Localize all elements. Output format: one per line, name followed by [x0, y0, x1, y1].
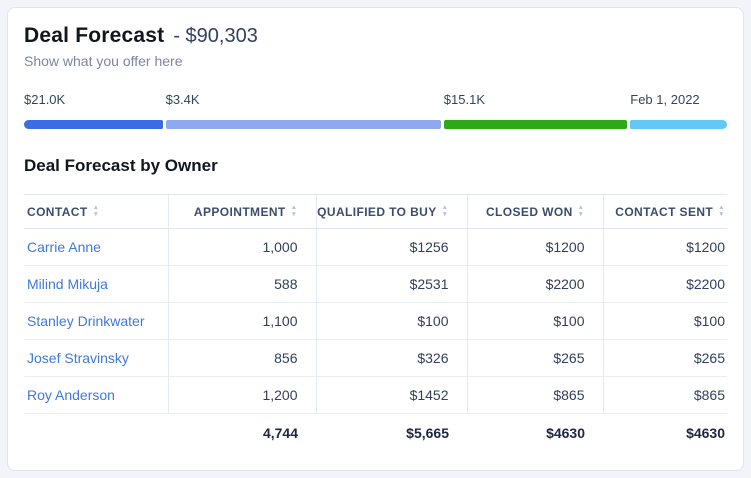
funnel-segment: $3.4K — [165, 92, 441, 129]
contact-link[interactable]: Stanley Drinkwater — [27, 313, 145, 329]
deal-forecast-card: Deal Forecast - $90,303 Show what you of… — [7, 7, 744, 471]
contact-cell: Stanley Drinkwater — [24, 302, 169, 340]
value-cell: $326 — [316, 339, 468, 377]
column-header-label: QUALIFIED TO BUY — [317, 204, 437, 219]
value-cell: $100 — [603, 302, 727, 340]
page-title-text: Deal Forecast — [24, 24, 165, 47]
value-cell: $265 — [603, 339, 727, 377]
value-cell: $100 — [467, 302, 604, 340]
totals-value-cell: 4,744 — [262, 424, 298, 441]
totals-empty-cell — [24, 414, 168, 452]
funnel-segment-label: $21.0K — [24, 92, 66, 107]
value-cell: $1200 — [603, 228, 727, 266]
contact-cell: Roy Anderson — [24, 376, 169, 414]
column-header-label: APPOINTMENT — [193, 204, 286, 219]
sort-asc-arrow: ▲ — [290, 204, 298, 212]
totals-value-cell: $4630 — [546, 424, 585, 441]
column-header-contact-sent[interactable]: CONTACT SENT ▲ ▼ — [603, 194, 727, 229]
column-header-closed-won[interactable]: CLOSED WON ▲ ▼ — [467, 194, 604, 229]
sort-icon[interactable]: ▲ ▼ — [441, 204, 449, 218]
forecast-total-amount: - $90,303 — [173, 25, 258, 47]
sort-asc-arrow: ▲ — [577, 204, 585, 212]
value-cell: $1256 — [316, 228, 468, 266]
sort-desc-arrow: ▼ — [577, 211, 585, 218]
value-cell: $265 — [467, 339, 604, 377]
deal-forecast-table: CONTACT ▲ ▼ APPOINTMENT ▲ ▼ QUALIFIED TO BUY ▲ ▼… — [24, 194, 727, 452]
funnel-segment-label: $15.1K — [443, 92, 485, 107]
value-cell: $2200 — [467, 265, 604, 303]
page-subtitle: Show what you offer here — [24, 53, 183, 69]
value-cell: 1,100 — [168, 302, 317, 340]
contact-cell: Milind Mikuja — [24, 265, 169, 303]
funnel-segment: $21.0K — [24, 92, 163, 129]
sort-asc-arrow: ▲ — [441, 204, 449, 212]
funnel-segment-bar — [630, 120, 727, 129]
sort-asc-arrow: ▲ — [92, 204, 100, 212]
column-header-qualified-to-buy[interactable]: QUALIFIED TO BUY ▲ ▼ — [316, 194, 468, 229]
sort-icon[interactable]: ▲ ▼ — [718, 204, 725, 218]
value-cell: $1452 — [316, 376, 468, 414]
table-row: Carrie Anne 1,000 $1256 $1200 $1200 — [24, 228, 727, 266]
totals-value-cell: $4630 — [686, 424, 725, 441]
sort-desc-arrow: ▼ — [290, 211, 298, 218]
contact-link[interactable]: Josef Stravinsky — [27, 350, 129, 366]
column-header-label: CONTACT SENT — [615, 204, 714, 219]
contact-link[interactable]: Carrie Anne — [27, 239, 101, 255]
forecast-funnel-bar: $21.0K $3.4K $15.1K Feb 1, 2022 — [24, 92, 727, 129]
table-body: Carrie Anne 1,000 $1256 $1200 $1200 Milind Mi… — [24, 228, 727, 414]
column-header-label: CLOSED WON — [485, 204, 573, 219]
funnel-segment-bar — [24, 120, 163, 129]
table-totals-row: 4,744 $5,665 $4630 $4630 — [24, 414, 727, 452]
page-title: Deal Forecast - $90,303 — [24, 24, 727, 48]
contact-cell: Josef Stravinsky — [24, 339, 169, 377]
sort-desc-arrow: ▼ — [92, 211, 100, 218]
table-row: Roy Anderson 1,200 $1452 $865 $865 — [24, 376, 727, 414]
funnel-segment: Feb 1, 2022 — [630, 92, 727, 129]
value-cell: $100 — [316, 302, 468, 340]
funnel-segment-label: $3.4K — [165, 92, 200, 107]
sort-desc-arrow: ▼ — [441, 211, 449, 218]
totals-value-cell: $5,665 — [406, 424, 449, 441]
table-row: Stanley Drinkwater 1,100 $100 $100 $100 — [24, 302, 727, 340]
funnel-segment: $15.1K — [443, 92, 628, 129]
table-header-row: CONTACT ▲ ▼ APPOINTMENT ▲ ▼ QUALIFIED TO BUY ▲ ▼… — [24, 194, 727, 229]
column-header-contact[interactable]: CONTACT ▲ ▼ — [24, 194, 169, 229]
contact-cell: Carrie Anne — [24, 228, 169, 266]
value-cell: 588 — [168, 265, 317, 303]
funnel-segment-bar — [443, 120, 628, 129]
table-section-title: Deal Forecast by Owner — [24, 156, 218, 175]
sort-asc-arrow: ▲ — [718, 204, 725, 212]
value-cell: 856 — [168, 339, 317, 377]
value-cell: $2200 — [603, 265, 727, 303]
sort-icon[interactable]: ▲ ▼ — [577, 204, 585, 218]
value-cell: $865 — [467, 376, 604, 414]
sort-icon[interactable]: ▲ ▼ — [92, 204, 100, 218]
sort-desc-arrow: ▼ — [718, 211, 725, 218]
column-header-label: CONTACT — [27, 204, 88, 219]
contact-link[interactable]: Roy Anderson — [27, 387, 115, 403]
contact-link[interactable]: Milind Mikuja — [27, 276, 108, 292]
value-cell: $865 — [603, 376, 727, 414]
value-cell: 1,200 — [168, 376, 317, 414]
table-row: Josef Stravinsky 856 $326 $265 $265 — [24, 339, 727, 377]
value-cell: $1200 — [467, 228, 604, 266]
funnel-segment-bar — [165, 120, 441, 129]
sort-icon[interactable]: ▲ ▼ — [290, 204, 298, 218]
column-header-appointment[interactable]: APPOINTMENT ▲ ▼ — [168, 194, 317, 229]
table-row: Milind Mikuja 588 $2531 $2200 $2200 — [24, 265, 727, 303]
value-cell: $2531 — [316, 265, 468, 303]
funnel-segment-label: Feb 1, 2022 — [630, 92, 700, 107]
value-cell: 1,000 — [168, 228, 317, 266]
